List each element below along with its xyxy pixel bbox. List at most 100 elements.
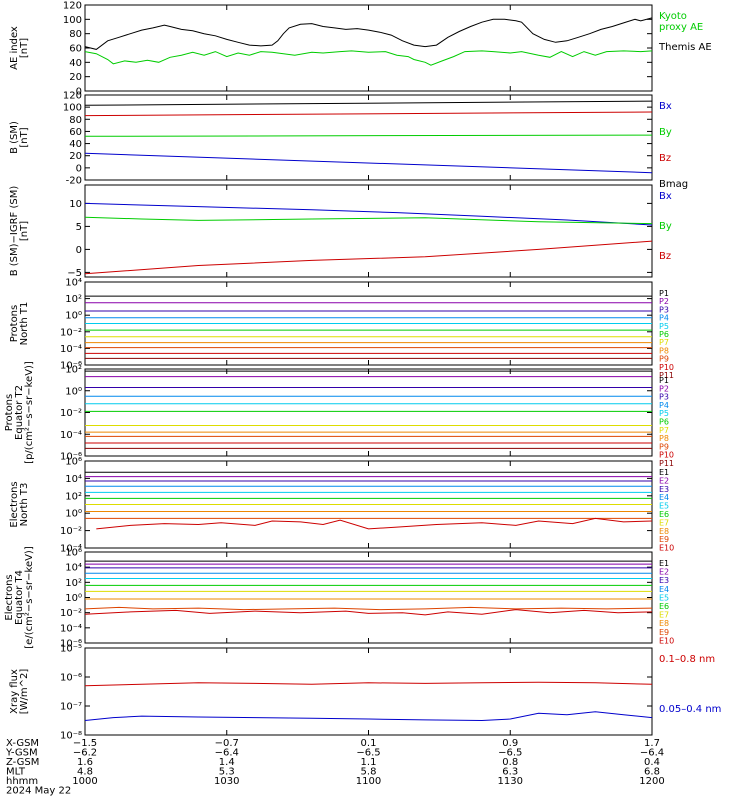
y-axis-label: Equator T4 [14,570,25,625]
y-tick-label: 20 [69,72,82,83]
y-tick-label: 10⁻⁶ [60,452,82,463]
panel-6 [84,460,653,549]
legend-entry: E8 [659,527,669,536]
legend-entry: E10 [659,636,674,645]
y-tick-label: 100 [63,15,82,26]
legend-entry: P9 [659,442,669,451]
legend-entry: E10 [659,544,674,553]
y-axis-label: [nT] [19,127,30,147]
y-axis-label: [nT] [19,221,30,241]
y-axis-label: North T1 [19,302,30,346]
series-line-0-1-0-8-nm [84,681,653,687]
y-tick-label: 10⁻⁴ [60,544,82,555]
y-tick-label: 0 [76,87,82,98]
legend-entry: 0.05–0.4 nm [659,704,721,715]
series-line-by [84,216,653,225]
panel-frame [84,551,653,644]
y-tick-label: 60 [69,44,82,55]
legend-entry: Bx [659,191,672,202]
ephemeris-value: −0.7 [215,738,239,749]
y-axis-label: AE index [9,26,20,70]
ephemeris-value: −6.4 [215,748,239,759]
legend-entry: E1 [659,559,669,568]
ephemeris-row-label: Z-GSM [6,757,39,768]
ephemeris-row-label: Y-GSM [5,748,38,759]
legend-entry: P2 [659,297,669,306]
y-tick-label: 100 [63,103,82,114]
y-tick-label: 10 [69,199,82,210]
panel-frame [84,94,653,181]
ephemeris-row-label: hhmm [6,776,38,787]
ephemeris-value: 6.8 [644,767,660,778]
y-tick-label: 10⁶ [65,457,82,468]
ephemeris-value: 1.6 [77,757,93,768]
legend-entry: P6 [659,330,669,339]
y-axis-label: [nT] [19,38,30,58]
legend-entry: By [659,127,672,138]
y-axis-label: Electrons [9,481,20,527]
y-tick-label: −5 [67,268,82,279]
y-tick-label: 10⁻⁸ [60,731,82,742]
y-tick-label: 10⁻⁴ [60,344,82,355]
legend-entry: E4 [659,493,669,502]
series-line-bmag [84,100,653,106]
series-line-0-05-0-4-nm [84,711,653,722]
ephemeris-value: 1200 [639,776,664,787]
legend-entry: P9 [659,355,669,364]
legend-entry: E9 [659,535,669,544]
ephemeris-value: 1030 [214,776,239,787]
legend-entry: P8 [659,434,669,443]
legend-entry: P6 [659,418,669,427]
ephemeris-value: 1.4 [219,757,235,768]
y-tick-label: 10⁶ [65,548,82,559]
legend-entry: Kyoto [659,11,687,22]
panel-2 [84,94,653,181]
y-axis-label: North T3 [19,483,30,527]
ephemeris-value: −6.4 [640,748,664,759]
y-axis-label: Protons [4,394,15,431]
legend-entry: E7 [659,611,669,620]
y-axis-label: [W/m^2] [19,669,30,715]
y-tick-label: 120 [63,1,82,12]
legend-entry: Bz [659,153,671,164]
y-axis-label: Equator T2 [14,385,25,440]
legend-entry: E6 [659,510,669,519]
legend-entry: E3 [659,485,669,494]
series-line-bz [84,111,653,117]
y-axis-label: B (SM)−IGRF (SM) [9,186,20,277]
y-tick-label: 10² [65,294,82,305]
legend-entry: E9 [659,628,669,637]
y-tick-label: 10⁴ [65,474,82,485]
y-tick-label: 0 [76,163,82,174]
y-axis-label: Protons [9,305,20,342]
date-label: 2024 May 22 [6,786,71,797]
legend-entry: E3 [659,576,669,585]
y-tick-label: 80 [69,29,82,40]
panel-7 [84,551,653,644]
ephemeris-row-label: MLT [6,767,26,778]
legend-entry: E6 [659,602,669,611]
legend-entry: Bmag [659,179,688,190]
legend-entry: E1 [659,468,669,477]
series-line-e9 [84,606,653,611]
ephemeris-value: 1100 [356,776,381,787]
y-tick-label: 10⁰ [65,311,82,322]
ephemeris-value: 1000 [72,776,97,787]
y-tick-label: 10⁰ [65,509,82,520]
y-axis-label: [e/(cm²−s−sr−keV)] [24,546,35,649]
legend-entry: E5 [659,593,669,602]
legend-entry: P8 [659,346,669,355]
ephemeris-value: 0.8 [502,757,518,768]
y-axis-label: Electrons [4,574,15,620]
panel-3 [84,184,653,278]
series-line-bz [84,240,653,275]
series-line-bx [84,202,653,226]
y-tick-label: 10⁻² [60,408,82,419]
panel-5 [84,368,653,457]
series-line-kyoto-proxy-ae [84,50,653,66]
legend-entry: E2 [659,568,669,577]
panel-8 [84,647,653,736]
ephemeris-value: 0.4 [644,757,660,768]
legend-entry: E2 [659,476,669,485]
